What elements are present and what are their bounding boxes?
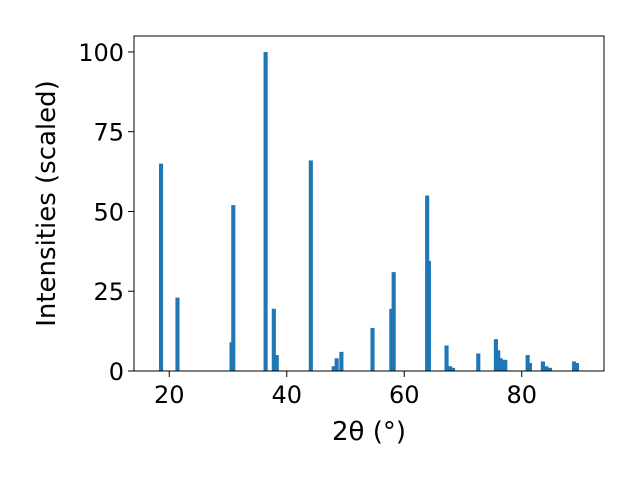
- x-tick-label: 20: [154, 381, 185, 409]
- bars-group: [158, 51, 580, 371]
- x-axis-ticks: 20 40 60 80: [154, 371, 537, 409]
- y-tick-label: 25: [93, 278, 124, 306]
- bar-0-9: [334, 358, 339, 371]
- y-tick-label: 100: [78, 39, 124, 67]
- bar-0-5: [271, 308, 276, 371]
- bar-0-7: [308, 160, 313, 371]
- bar-0-28: [544, 366, 549, 371]
- bar-0-10: [339, 351, 344, 371]
- y-tick-label: 50: [93, 198, 124, 226]
- bar-0-29: [547, 367, 552, 371]
- bar-0-21: [496, 350, 501, 371]
- bar-0-4: [263, 51, 268, 371]
- bar-0-8: [331, 366, 336, 371]
- bar-0-6: [274, 355, 279, 371]
- bar-0-25: [525, 355, 530, 371]
- x-axis-label: 2θ (°): [332, 417, 406, 447]
- bar-0-1: [175, 297, 180, 371]
- bar-0-19: [476, 353, 481, 371]
- bar-0-3: [231, 205, 236, 371]
- plot-frame: [133, 35, 605, 372]
- bar-0-15: [426, 260, 431, 371]
- bar-0-12: [389, 308, 394, 371]
- y-tick-label: 75: [93, 119, 124, 147]
- y-axis-label: Intensities (scaled): [32, 80, 62, 327]
- bar-0-20: [493, 339, 498, 371]
- bar-0-18: [450, 367, 456, 371]
- bar-0-11: [370, 327, 375, 371]
- bar-0-24: [503, 359, 508, 371]
- bar-0-27: [540, 361, 545, 371]
- bar-0-22: [498, 358, 503, 371]
- bar-0-13: [391, 272, 396, 371]
- bar-0-0: [158, 163, 164, 371]
- x-tick-label: 60: [389, 381, 420, 409]
- x-tick-label: 40: [271, 381, 302, 409]
- y-tick-label: 0: [109, 358, 124, 386]
- y-axis-ticks: 0 25 50 75 100: [78, 39, 134, 386]
- x-tick-label: 80: [506, 381, 537, 409]
- bar-0-23: [500, 359, 505, 371]
- bar-0-30: [571, 361, 577, 371]
- bar-0-26: [527, 363, 533, 371]
- bar-0-31: [574, 363, 580, 371]
- bar-0-17: [448, 366, 453, 371]
- bar-0-16: [444, 345, 449, 371]
